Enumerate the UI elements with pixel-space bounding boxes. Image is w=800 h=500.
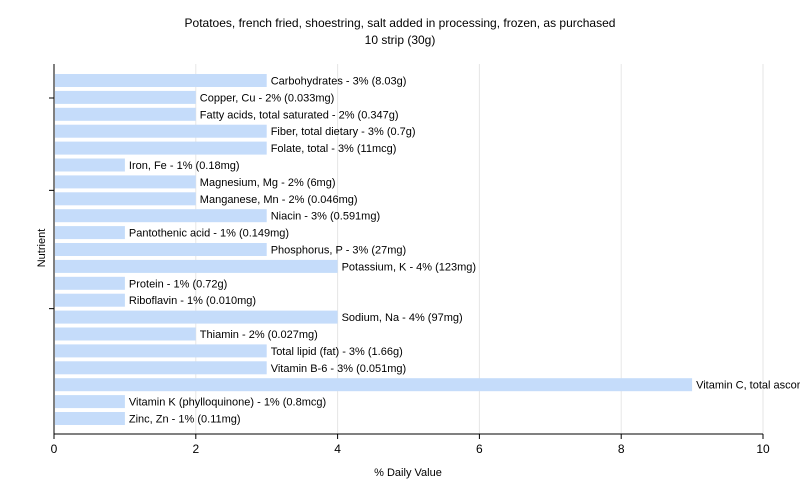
x-tick-label-0: 0 xyxy=(51,442,58,456)
bar-label-6: Magnesium, Mg - 2% (6mg) xyxy=(200,177,336,189)
chart-title: Potatoes, french fried, shoestring, salt… xyxy=(184,16,616,30)
bar-9 xyxy=(55,226,125,240)
bar-15 xyxy=(55,327,196,341)
x-tick-label-1: 2 xyxy=(192,442,199,456)
bar-11 xyxy=(55,259,338,273)
bar-17 xyxy=(55,361,267,375)
bars-layer: Carbohydrates - 3% (8.03g) Copper, Cu - 2… xyxy=(55,74,800,426)
bar-label-17: Vitamin B-6 - 3% (0.051mg) xyxy=(271,363,407,375)
bar-18 xyxy=(55,378,693,392)
bar-5 xyxy=(55,158,125,172)
bar-10 xyxy=(55,243,267,256)
bar-label-12: Protein - 1% (0.72g) xyxy=(129,278,227,290)
bar-0 xyxy=(55,74,267,87)
bar-label-16: Total lipid (fat) - 3% (1.66g) xyxy=(271,346,403,358)
x-tick-label-2: 4 xyxy=(334,442,341,456)
bar-label-7: Manganese, Mn - 2% (0.046mg) xyxy=(200,194,358,206)
bar-label-8: Niacin - 3% (0.591mg) xyxy=(271,211,380,223)
y-axis-label: Nutrient xyxy=(36,229,48,268)
bar-12 xyxy=(55,276,125,290)
bar-label-20: Zinc, Zn - 1% (0.11mg) xyxy=(129,414,241,426)
bar-label-13: Riboflavin - 1% (0.010mg) xyxy=(129,295,256,307)
bar-19 xyxy=(55,395,125,409)
bar-label-11: Potassium, K - 4% (123mg) xyxy=(342,261,477,273)
bar-label-5: Iron, Fe - 1% (0.18mg) xyxy=(129,160,240,172)
bar-label-14: Sodium, Na - 4% (97mg) xyxy=(342,312,463,324)
bar-label-15: Thiamin - 2% (0.027mg) xyxy=(200,329,318,341)
bar-6 xyxy=(55,175,196,189)
bar-label-19: Vitamin K (phylloquinone) - 1% (0.8mcg) xyxy=(129,397,326,409)
x-tick-label-4: 8 xyxy=(618,442,625,456)
bar-7 xyxy=(55,192,196,206)
bar-1 xyxy=(55,90,196,104)
bar-label-3: Fiber, total dietary - 3% (0.7g) xyxy=(271,126,416,138)
bar-14 xyxy=(55,310,338,324)
bar-4 xyxy=(55,141,267,155)
bar-label-18: Vitamin C, total ascorbic acid - 9% (5.2… xyxy=(696,380,800,392)
x-axis-label: % Daily Value xyxy=(374,467,442,479)
bar-label-0: Carbohydrates - 3% (8.03g) xyxy=(271,76,407,88)
bar-label-2: Fatty acids, total saturated - 2% (0.347… xyxy=(200,109,399,121)
x-tick-label-3: 6 xyxy=(476,442,483,456)
bar-20 xyxy=(55,412,125,425)
bar-label-9: Pantothenic acid - 1% (0.149mg) xyxy=(129,228,289,240)
axes-layer: 0 2 4 6 8 10 xyxy=(49,64,770,456)
bar-label-4: Folate, total - 3% (11mcg) xyxy=(271,143,397,155)
bar-label-1: Copper, Cu - 2% (0.033mg) xyxy=(200,92,335,104)
chart-subtitle: 10 strip (30g) xyxy=(364,33,436,47)
bar-8 xyxy=(55,209,267,223)
bar-3 xyxy=(55,124,267,138)
bar-label-10: Phosphorus, P - 3% (27mg) xyxy=(271,245,407,257)
bar-16 xyxy=(55,344,267,358)
x-tick-label-5: 10 xyxy=(756,442,770,456)
bar-2 xyxy=(55,107,196,121)
bar-13 xyxy=(55,293,125,307)
